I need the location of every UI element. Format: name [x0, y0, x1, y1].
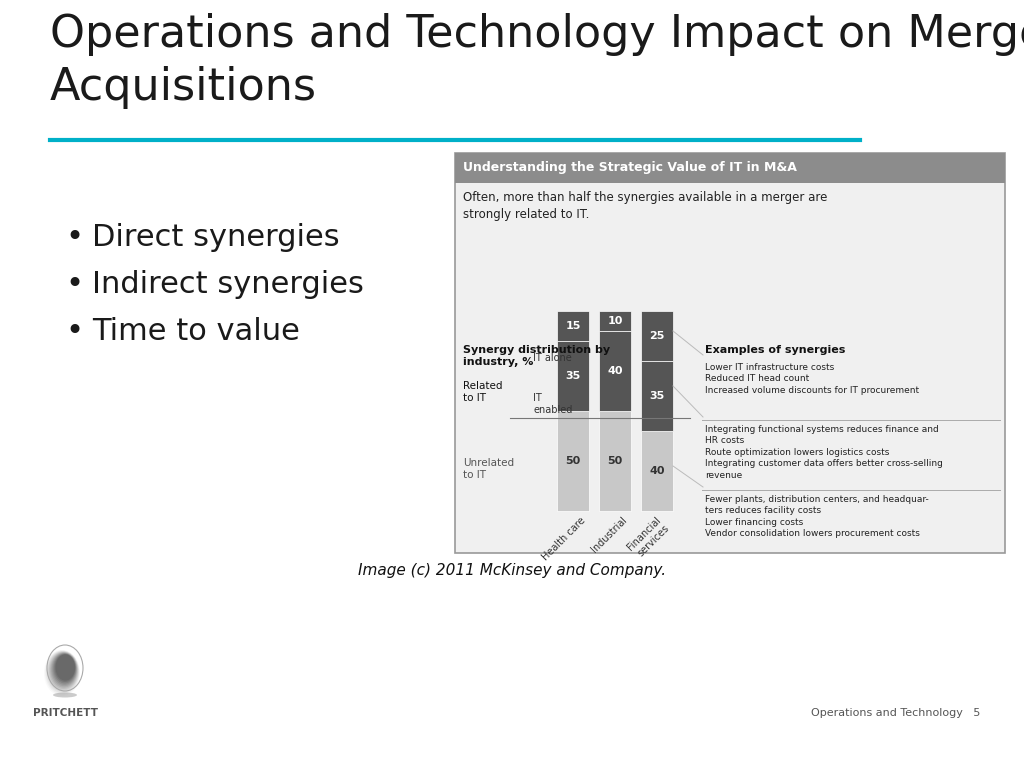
Text: Health care: Health care: [540, 515, 587, 562]
Text: 50: 50: [607, 456, 623, 466]
Bar: [641, 431, 673, 511]
Ellipse shape: [50, 652, 77, 687]
Ellipse shape: [52, 654, 77, 685]
Text: 25: 25: [649, 331, 665, 341]
Bar: [557, 311, 589, 341]
Text: Examples of synergies: Examples of synergies: [705, 345, 846, 355]
Text: Synergy distribution by
industry, %: Synergy distribution by industry, %: [463, 345, 610, 367]
Ellipse shape: [51, 653, 77, 686]
Bar: [599, 411, 631, 511]
Text: 40: 40: [607, 366, 623, 376]
Text: Fewer plants, distribution centers, and headquar-
ters reduces facility costs
Lo: Fewer plants, distribution centers, and …: [705, 495, 929, 538]
Text: •: •: [65, 223, 83, 252]
Ellipse shape: [49, 652, 78, 689]
Text: Integrating functional systems reduces finance and
HR costs
Route optimization l: Integrating functional systems reduces f…: [705, 425, 943, 480]
Ellipse shape: [46, 650, 79, 694]
Ellipse shape: [55, 654, 75, 680]
Ellipse shape: [53, 654, 76, 684]
Text: Indirect synergies: Indirect synergies: [92, 270, 364, 299]
Bar: [455, 153, 1005, 183]
Ellipse shape: [48, 651, 78, 690]
Bar: [641, 361, 673, 431]
Text: Operations and Technology Impact on Mergers &
Acquisitions: Operations and Technology Impact on Merg…: [50, 13, 1024, 109]
Text: 35: 35: [649, 391, 665, 401]
Bar: [599, 311, 631, 331]
Ellipse shape: [53, 693, 77, 697]
Text: Lower IT infrastructure costs
Reduced IT head count
Increased volume discounts f: Lower IT infrastructure costs Reduced IT…: [705, 363, 920, 395]
Text: •: •: [65, 270, 83, 299]
Bar: [557, 341, 589, 411]
Text: IT
enabled: IT enabled: [534, 393, 572, 415]
Text: PRITCHETT: PRITCHETT: [33, 708, 97, 718]
Ellipse shape: [47, 651, 79, 692]
Text: Image (c) 2011 McKinsey and Company.: Image (c) 2011 McKinsey and Company.: [358, 563, 666, 578]
Bar: [641, 311, 673, 361]
Ellipse shape: [54, 654, 76, 682]
Text: 50: 50: [565, 456, 581, 466]
Bar: [455, 153, 1005, 553]
Text: Financial
services: Financial services: [626, 515, 671, 561]
Text: Often, more than half the synergies available in a merger are
strongly related t: Often, more than half the synergies avai…: [463, 191, 827, 221]
Text: Operations and Technology   5: Operations and Technology 5: [811, 708, 980, 718]
Ellipse shape: [44, 650, 80, 696]
Text: Direct synergies: Direct synergies: [92, 223, 340, 252]
Text: •: •: [65, 317, 83, 346]
Text: IT alone: IT alone: [534, 353, 571, 363]
Text: Time to value: Time to value: [92, 317, 300, 346]
Text: 35: 35: [565, 371, 581, 381]
Text: Related
to IT: Related to IT: [463, 381, 503, 403]
Text: 10: 10: [607, 316, 623, 326]
Text: Unrelated
to IT: Unrelated to IT: [463, 458, 514, 481]
Bar: [599, 331, 631, 411]
Text: Industrial: Industrial: [590, 515, 629, 554]
Text: 40: 40: [649, 466, 665, 476]
Text: Understanding the Strategic Value of IT in M&A: Understanding the Strategic Value of IT …: [463, 161, 797, 174]
Ellipse shape: [45, 650, 80, 694]
Text: 15: 15: [565, 321, 581, 331]
Bar: [557, 411, 589, 511]
